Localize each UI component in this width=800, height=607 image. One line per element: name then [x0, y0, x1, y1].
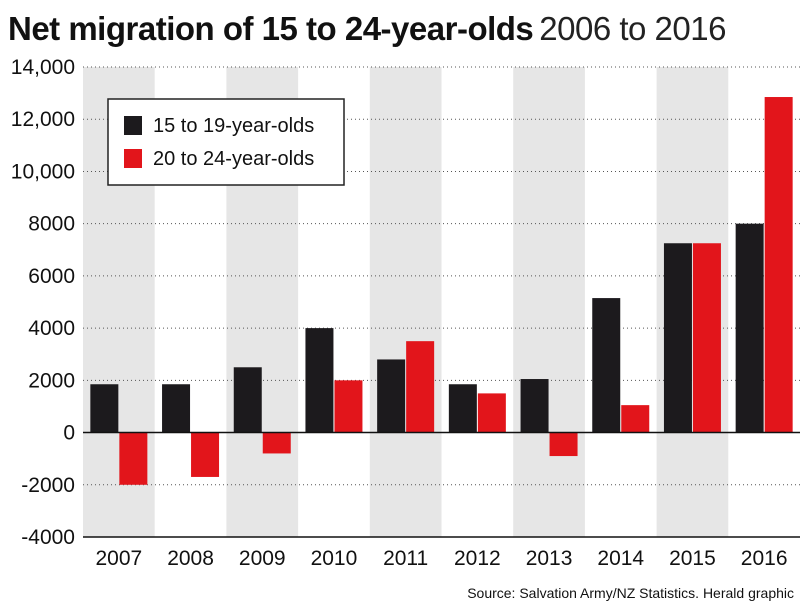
chart-title: Net migration of 15 to 24-year-olds 2006 … [8, 10, 726, 48]
chart-title-main: Net migration of 15 to 24-year-olds [8, 10, 534, 47]
legend: 15 to 19-year-olds 20 to 24-year-olds [107, 98, 345, 186]
bar-ages-20-24 [119, 432, 148, 485]
y-tick-label: 4000 [28, 317, 75, 340]
background-band [513, 67, 585, 537]
y-tick-label: 12,000 [11, 108, 75, 131]
bar-ages-20-24 [764, 97, 793, 433]
legend-box [107, 98, 345, 186]
bar-ages-20-24 [334, 380, 363, 433]
bar-ages-15-19 [162, 384, 191, 433]
bars [90, 97, 793, 485]
bar-ages-20-24 [477, 393, 506, 433]
y-tick-label: 8000 [28, 213, 75, 236]
legend-swatch [124, 116, 142, 135]
x-tick-label: 2015 [669, 547, 716, 570]
legend-label: 15 to 19-year-olds [153, 115, 314, 137]
bar-ages-15-19 [592, 298, 621, 433]
bar-ages-15-19 [90, 384, 119, 433]
x-tick-label: 2014 [597, 547, 644, 570]
y-tick-label: -4000 [21, 526, 75, 549]
x-axis: 2007 2008 2009 2010 2011 2012 2013 2014 2015 2016 [95, 547, 787, 570]
bar-ages-20-24 [406, 341, 435, 433]
x-tick-label: 2016 [741, 547, 788, 570]
bar-ages-15-19 [520, 379, 549, 433]
bar-ages-20-24 [621, 405, 650, 433]
x-tick-label: 2011 [383, 547, 428, 570]
bar-ages-15-19 [233, 367, 262, 433]
x-tick-label: 2012 [454, 547, 501, 570]
bar-ages-20-24 [692, 243, 721, 433]
x-tick-label: 2010 [311, 547, 358, 570]
legend-swatch [124, 149, 142, 168]
y-axis: -4000 -2000 0 2000 4000 6000 8000 10,000 12,000 1… [11, 56, 800, 549]
bar-ages-15-19 [377, 359, 406, 433]
bar-ages-15-19 [735, 223, 764, 433]
source-note: Source: Salvation Army/NZ Statistics. He… [467, 585, 794, 601]
x-tick-label: 2009 [239, 547, 286, 570]
chart-title-sub: 2006 to 2016 [539, 10, 726, 47]
x-tick-label: 2007 [95, 547, 142, 570]
y-tick-label: 2000 [28, 369, 75, 392]
y-tick-label: 14,000 [11, 56, 75, 79]
y-tick-label: 6000 [28, 265, 75, 288]
y-tick-label: 10,000 [11, 160, 75, 183]
bar-ages-15-19 [663, 243, 692, 433]
bar-ages-15-19 [448, 384, 477, 433]
x-tick-label: 2013 [526, 547, 573, 570]
x-tick-label: 2008 [167, 547, 214, 570]
bar-ages-15-19 [305, 328, 334, 433]
bar-ages-20-24 [549, 432, 578, 457]
bar-ages-20-24 [191, 432, 220, 477]
background-band [369, 67, 442, 537]
legend-label: 20 to 24-year-olds [153, 148, 314, 170]
y-tick-label: -2000 [21, 474, 75, 497]
y-tick-label: 0 [63, 422, 75, 445]
bar-ages-20-24 [262, 432, 291, 454]
